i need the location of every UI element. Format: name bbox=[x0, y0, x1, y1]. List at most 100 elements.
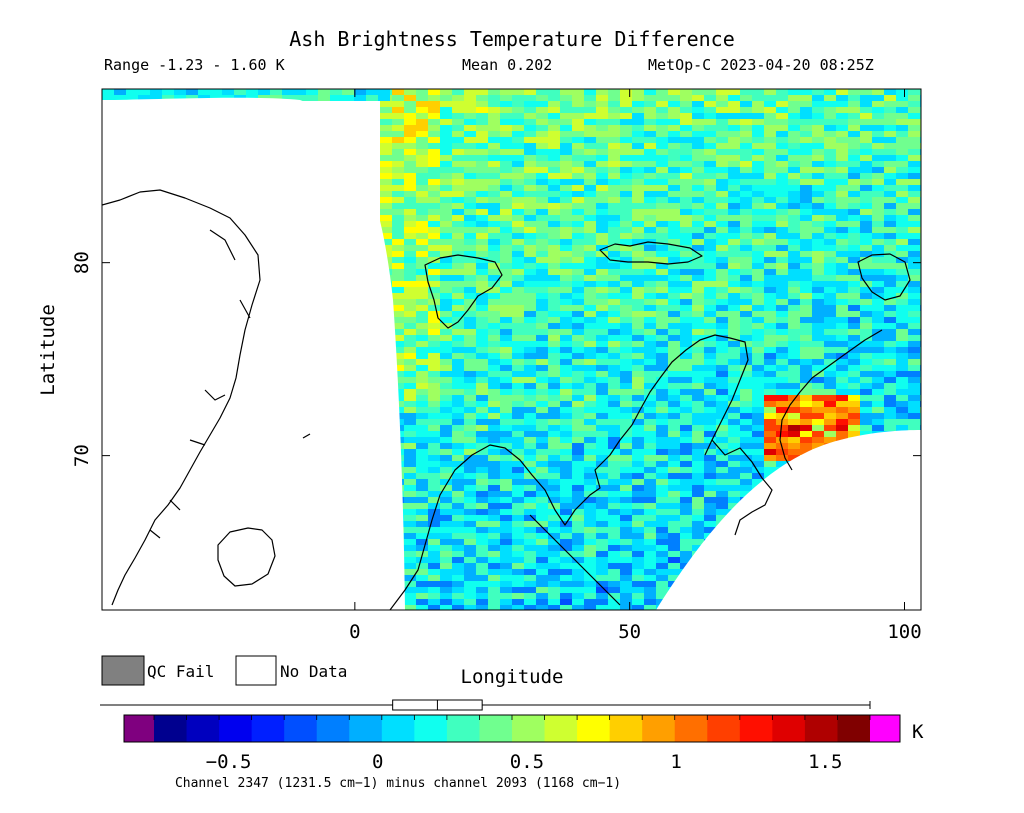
colorbar-swatch-9 bbox=[446, 715, 481, 742]
heatmap-cell-2305 bbox=[440, 389, 452, 395]
heatmap-cell-432 bbox=[596, 143, 608, 149]
heatmap-cell-3137 bbox=[488, 497, 500, 503]
heatmap-cell-377 bbox=[488, 137, 500, 143]
heatmap-cell-74 bbox=[716, 95, 728, 101]
heatmap-cell-1533 bbox=[560, 287, 572, 293]
heatmap-cell-918 bbox=[908, 203, 920, 209]
heatmap-cell-2644 bbox=[644, 431, 656, 437]
heatmap-cell-3703 bbox=[656, 569, 668, 575]
heatmap-cell-2457 bbox=[608, 407, 620, 413]
heatmap-cell-3788 bbox=[572, 581, 584, 587]
heatmap-cell-2902 bbox=[428, 467, 440, 473]
heatmap-cell-220 bbox=[812, 113, 824, 119]
heatmap-cell-1855 bbox=[560, 329, 572, 335]
heatmap-cell-3785 bbox=[536, 581, 548, 587]
heatmap-cell-3230 bbox=[500, 509, 512, 515]
heatmap-cell-614 bbox=[572, 167, 584, 173]
heatmap-cell-810 bbox=[716, 191, 728, 197]
heatmap-cell-1578 bbox=[548, 293, 560, 299]
heatmap-cell-1751 bbox=[416, 317, 428, 323]
heatmap-cell-3875 bbox=[512, 593, 524, 599]
heatmap-cell-1872 bbox=[764, 329, 776, 335]
heatmap-cell-1688 bbox=[764, 305, 776, 311]
heatmap-cell-1725 bbox=[656, 311, 668, 317]
heatmap-cell-555 bbox=[416, 161, 428, 167]
heatmap-cell-885 bbox=[512, 203, 524, 209]
heatmap-cell-1040 bbox=[716, 221, 728, 227]
heatmap-cell-2930 bbox=[764, 467, 776, 473]
heatmap-cell-2081 bbox=[512, 359, 524, 365]
heatmap-cell-1480 bbox=[476, 281, 488, 287]
heatmap-cell-864 bbox=[812, 197, 824, 203]
heatmap-cell-1853 bbox=[536, 329, 548, 335]
heatmap-cell-522 bbox=[572, 155, 584, 161]
heatmap-cell-2032 bbox=[476, 353, 488, 359]
heatmap-cell-2311 bbox=[512, 389, 524, 395]
heatmap-cell-1132 bbox=[716, 233, 728, 239]
heatmap-cell-2178 bbox=[572, 371, 584, 377]
heatmap-cell-1138 bbox=[788, 233, 800, 239]
heatmap-cell-1134 bbox=[740, 233, 752, 239]
heatmap-cell-1048 bbox=[812, 221, 824, 227]
heatmap-cell-651 bbox=[464, 173, 476, 179]
heatmap-cell-682 bbox=[836, 173, 848, 179]
heatmap-cell-2106 bbox=[812, 359, 824, 365]
heatmap-cell-205 bbox=[632, 113, 644, 119]
heatmap-cell-1890 bbox=[428, 335, 440, 341]
heatmap-cell-274 bbox=[908, 119, 920, 125]
heatmap-cell-1397 bbox=[584, 269, 596, 275]
heatmap-cell-1719 bbox=[584, 311, 596, 317]
heatmap-cell-131 bbox=[848, 101, 860, 107]
heatmap-cell-2149 bbox=[776, 365, 788, 371]
heatmap-cell-3973 bbox=[584, 605, 596, 610]
heatmap-cell-974 bbox=[476, 215, 488, 221]
heatmap-cell-1490 bbox=[596, 281, 608, 287]
heatmap-cell-1226 bbox=[740, 245, 752, 251]
heatmap-cell-1708 bbox=[452, 311, 464, 317]
heatmap-cell-2011 bbox=[776, 347, 788, 353]
heatmap-cell-2864 bbox=[524, 461, 536, 467]
heatmap-cell-1664 bbox=[476, 305, 488, 311]
heatmap-cell-2455 bbox=[584, 407, 596, 413]
heatmap-cell-3338 bbox=[692, 521, 704, 527]
heatmap-cell-2412 bbox=[620, 401, 632, 407]
heatmap-cell-3374 bbox=[572, 527, 584, 533]
heatmap-cell-2499 bbox=[560, 413, 572, 419]
heatmap-cell-2949 bbox=[440, 473, 452, 479]
heatmap-cell-1566 bbox=[404, 293, 416, 299]
heatmap-cell-3612 bbox=[668, 557, 680, 563]
heatmap-cell-2538 bbox=[476, 419, 488, 425]
heatmap-cell-2399 bbox=[464, 401, 476, 407]
heatmap-cell-2167 bbox=[440, 371, 452, 377]
heatmap-cell-966 bbox=[380, 215, 392, 221]
heatmap-cell-2433 bbox=[872, 401, 884, 407]
heatmap-cell-681 bbox=[824, 173, 836, 179]
heatmap-cell-1122 bbox=[596, 233, 608, 239]
heatmap-cell-269 bbox=[848, 119, 860, 125]
heatmap-cell-846 bbox=[596, 197, 608, 203]
heatmap-cell-2306 bbox=[452, 389, 464, 395]
heatmap-cell-2671 bbox=[416, 437, 428, 443]
heatmap-cell-77 bbox=[752, 95, 764, 101]
heatmap-cell-2554 bbox=[668, 419, 680, 425]
heatmap-cell-358 bbox=[812, 131, 824, 137]
heatmap-cell-2546 bbox=[572, 419, 584, 425]
heatmap-cell-2670 bbox=[404, 437, 416, 443]
heatmap-cell-1796 bbox=[404, 323, 416, 329]
heatmap-cell-2356 bbox=[500, 395, 512, 401]
heatmap-cell-292 bbox=[572, 125, 584, 131]
heatmap-cell-1463 bbox=[824, 275, 836, 281]
heatmap-cell-139 bbox=[392, 107, 404, 113]
heatmap-cell-1212 bbox=[572, 245, 584, 251]
heatmap-cell-1638 bbox=[716, 299, 728, 305]
heatmap-cell-495 bbox=[800, 149, 812, 155]
heatmap-cell-1095 bbox=[824, 227, 836, 233]
heatmap-cell-790 bbox=[476, 191, 488, 197]
heatmap-cell-2520 bbox=[812, 413, 824, 419]
heatmap-cell-3154 bbox=[692, 497, 704, 503]
heatmap-cell-417 bbox=[416, 143, 428, 149]
heatmap-cell-3739 bbox=[536, 575, 548, 581]
heatmap-cell-2057 bbox=[776, 353, 788, 359]
heatmap-cell-25 bbox=[680, 89, 692, 95]
heatmap-cell-2283 bbox=[728, 383, 740, 389]
